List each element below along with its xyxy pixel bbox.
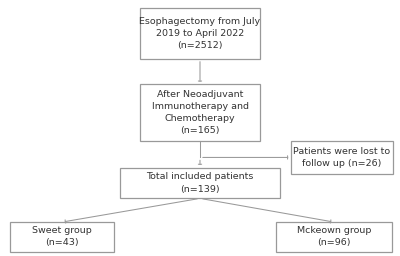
Text: Total included patients
(n=139): Total included patients (n=139) [146,173,254,194]
FancyBboxPatch shape [140,84,260,141]
Text: Esophagectomy from July
2019 to April 2022
(n=2512): Esophagectomy from July 2019 to April 20… [140,17,260,50]
FancyBboxPatch shape [276,222,392,251]
FancyBboxPatch shape [291,141,393,174]
Text: After Neoadjuvant
Immunotherapy and
Chemotherapy
(n=165): After Neoadjuvant Immunotherapy and Chem… [152,90,248,135]
FancyBboxPatch shape [140,8,260,59]
FancyBboxPatch shape [10,222,114,251]
Text: Mckeown group
(n=96): Mckeown group (n=96) [297,226,371,247]
FancyBboxPatch shape [120,168,280,198]
Text: Patients were lost to
follow up (n=26): Patients were lost to follow up (n=26) [294,147,390,168]
Text: Sweet group
(n=43): Sweet group (n=43) [32,226,92,247]
